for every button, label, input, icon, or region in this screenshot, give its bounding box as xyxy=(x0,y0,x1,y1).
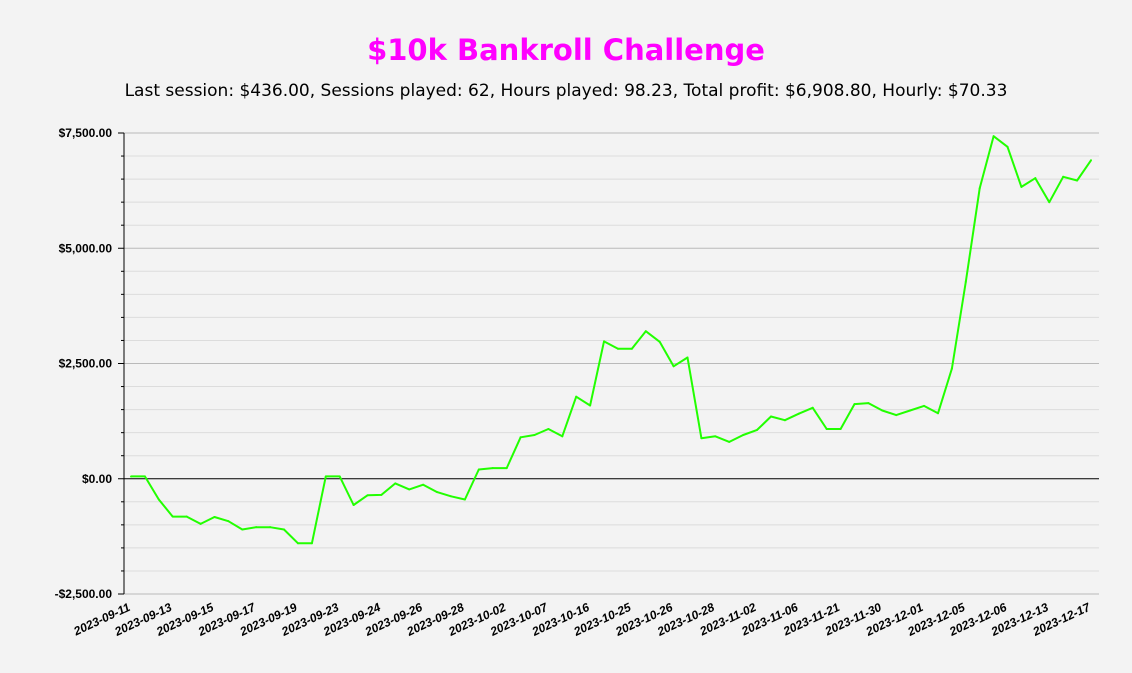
chart-title: $10k Bankroll Challenge xyxy=(367,33,765,67)
data-point xyxy=(241,528,244,531)
data-point xyxy=(992,135,995,138)
data-point xyxy=(1048,201,1051,204)
data-point xyxy=(255,526,258,529)
data-point xyxy=(603,340,606,343)
data-point xyxy=(352,504,355,507)
data-point xyxy=(1006,145,1009,148)
data-point xyxy=(936,412,939,415)
data-point xyxy=(700,437,703,440)
data-point xyxy=(477,468,480,471)
data-point xyxy=(505,467,508,470)
y-tick-label: $7,500.00 xyxy=(59,126,113,140)
data-point xyxy=(630,347,633,350)
data-point xyxy=(366,494,369,497)
data-point xyxy=(616,347,619,350)
data-point xyxy=(797,412,800,415)
data-point xyxy=(394,482,397,485)
data-point xyxy=(269,526,272,529)
data-point xyxy=(130,475,132,478)
data-point xyxy=(783,419,786,422)
data-point xyxy=(895,414,898,417)
data-point xyxy=(658,340,661,343)
data-point xyxy=(770,415,772,418)
data-point xyxy=(728,440,731,443)
data-point xyxy=(589,404,592,407)
data-point xyxy=(310,542,313,545)
data-point xyxy=(185,515,188,518)
data-point xyxy=(672,365,675,368)
data-point xyxy=(1020,185,1023,188)
y-tick-label: $0.00 xyxy=(82,472,112,486)
data-point xyxy=(422,483,425,486)
data-point xyxy=(533,433,536,436)
data-point xyxy=(143,475,146,478)
series-line xyxy=(131,135,1092,545)
data-point xyxy=(1090,159,1092,162)
data-point xyxy=(227,520,230,523)
data-point xyxy=(839,427,842,430)
data-point xyxy=(561,435,564,438)
data-point xyxy=(964,280,967,283)
data-point xyxy=(213,516,216,519)
data-point xyxy=(547,427,550,430)
data-point xyxy=(742,433,745,436)
data-point xyxy=(380,493,383,496)
data-point xyxy=(644,330,647,333)
y-tick-label: $2,500.00 xyxy=(59,357,113,371)
data-point xyxy=(1034,177,1037,180)
data-point xyxy=(491,467,494,470)
data-point xyxy=(171,515,174,518)
data-point xyxy=(296,542,299,545)
data-point xyxy=(923,404,926,407)
y-tick-label: -$2,500.00 xyxy=(55,587,113,601)
data-point xyxy=(463,498,466,501)
data-point xyxy=(714,435,717,438)
data-point xyxy=(686,356,689,359)
data-point xyxy=(1076,179,1079,182)
data-point xyxy=(408,488,411,491)
data-point xyxy=(450,495,452,498)
data-point xyxy=(157,498,160,501)
data-point xyxy=(825,427,828,430)
chart-subtitle: Last session: $436.00, Sessions played: … xyxy=(124,81,1008,101)
data-point xyxy=(950,367,953,370)
data-point xyxy=(909,409,912,412)
data-point xyxy=(853,403,856,406)
data-point xyxy=(867,402,870,405)
data-point xyxy=(338,475,341,478)
data-point xyxy=(324,475,327,478)
data-point xyxy=(436,491,439,494)
data-point xyxy=(881,409,884,412)
data-point xyxy=(199,522,202,525)
data-point xyxy=(1062,175,1065,178)
data-point xyxy=(756,428,759,431)
data-point xyxy=(575,395,578,398)
data-point xyxy=(978,187,981,190)
data-point xyxy=(283,528,286,531)
data-point xyxy=(519,436,522,439)
data-point xyxy=(811,406,814,409)
y-tick-label: $5,000.00 xyxy=(59,241,113,255)
